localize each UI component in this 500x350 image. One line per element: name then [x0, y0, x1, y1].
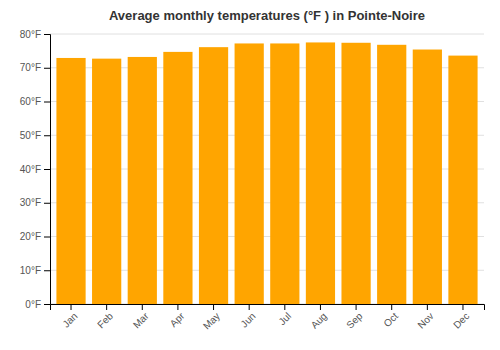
x-tick: Aug — [309, 304, 329, 331]
x-tick-mark — [427, 304, 428, 310]
bar — [92, 59, 121, 304]
bar — [306, 42, 335, 304]
x-tick: Mar — [131, 304, 151, 330]
x-axis: Jan Feb Mar Apr May Jun Jul Aug Sep Oct Nov Dec — [51, 304, 485, 332]
x-tick: Jan — [60, 304, 79, 330]
y-tick: 80°F — [20, 29, 50, 40]
chart: 0°F 10°F 20°F 30°F 40°F 50°F 60°F 70°F 80°F Jan Fe… — [0, 0, 500, 350]
bar — [235, 43, 264, 304]
y-tick-mark — [44, 203, 50, 204]
x-tick: Jun — [238, 304, 257, 330]
bar — [448, 56, 477, 304]
grid-line — [50, 34, 484, 35]
y-tick-label: 60°F — [20, 96, 41, 107]
y-tick-label: 40°F — [20, 164, 41, 175]
y-tick: 10°F — [20, 265, 50, 276]
x-tick-label: Dec — [451, 310, 471, 330]
bar — [377, 45, 406, 304]
y-tick: 0°F — [25, 299, 50, 310]
bar — [341, 43, 370, 304]
y-tick-label: 0°F — [25, 299, 41, 310]
y-axis: 0°F 10°F 20°F 30°F 40°F 50°F 60°F 70°F 80°F — [20, 29, 51, 310]
y-tick-label: 20°F — [20, 231, 41, 242]
y-tick-label: 10°F — [20, 265, 41, 276]
bar — [128, 57, 157, 304]
y-axis-line — [44, 35, 51, 305]
grid — [50, 34, 484, 304]
x-tick: Apr — [168, 304, 187, 329]
y-tick-mark — [44, 270, 50, 271]
y-tick-mark — [44, 304, 50, 305]
x-tick-mark — [320, 304, 321, 310]
y-tick: 60°F — [20, 96, 50, 107]
x-tick: May — [201, 304, 222, 332]
x-tick: Feb — [95, 304, 115, 330]
x-tick-label: Aug — [309, 310, 329, 330]
bar — [163, 52, 192, 304]
y-tick-mark — [44, 135, 50, 136]
x-tick-label: Sep — [344, 310, 365, 331]
title: Average monthly temperatures (°F ) in Po… — [109, 8, 425, 23]
x-tick-label: Jun — [238, 310, 257, 329]
plot: 0°F 10°F 20°F 30°F 40°F 50°F 60°F 70°F 80°F Jan Fe… — [20, 29, 485, 332]
x-tick-mark — [391, 304, 392, 310]
x-tick-label: Mar — [131, 310, 151, 330]
bar — [199, 47, 228, 304]
x-tick-mark — [142, 304, 143, 310]
x-tick-mark — [177, 304, 178, 310]
x-tick-label: Jul — [276, 310, 293, 327]
x-tick-mark — [356, 304, 357, 310]
y-tick: 20°F — [20, 231, 50, 242]
x-tick-label: Oct — [381, 310, 400, 329]
x-tick: Nov — [415, 304, 435, 331]
bar — [56, 58, 85, 304]
x-tick-label: May — [201, 310, 222, 331]
x-tick-label: Apr — [168, 310, 187, 329]
y-tick: 30°F — [20, 197, 50, 208]
bars — [56, 42, 477, 304]
x-tick-label: Jan — [60, 310, 79, 329]
x-tick-mark — [462, 304, 463, 310]
bar — [413, 50, 442, 304]
y-tick-label: 50°F — [20, 130, 41, 141]
y-tick-mark — [44, 102, 50, 103]
y-tick: 70°F — [20, 62, 50, 73]
x-tick: Dec — [451, 304, 471, 331]
y-tick-label: 80°F — [20, 29, 41, 40]
y-tick-mark — [44, 237, 50, 238]
x-tick-mark — [284, 304, 285, 310]
x-tick-mark — [213, 304, 214, 310]
y-tick: 40°F — [20, 164, 50, 175]
x-tick: Sep — [344, 304, 365, 331]
y-tick-label: 70°F — [20, 62, 41, 73]
x-tick-mark — [71, 304, 72, 310]
y-tick-label: 30°F — [20, 197, 41, 208]
x-tick-label: Feb — [95, 310, 115, 330]
x-tick-label: Nov — [415, 310, 435, 330]
y-tick: 50°F — [20, 130, 50, 141]
bar — [270, 43, 299, 304]
x-tick: Oct — [381, 304, 400, 329]
x-axis-line — [51, 305, 485, 311]
y-tick-mark — [44, 169, 50, 170]
y-tick-mark — [44, 34, 50, 35]
x-tick-mark — [249, 304, 250, 310]
x-tick: Jul — [276, 304, 293, 327]
y-tick-mark — [44, 68, 50, 69]
x-tick-mark — [106, 304, 107, 310]
